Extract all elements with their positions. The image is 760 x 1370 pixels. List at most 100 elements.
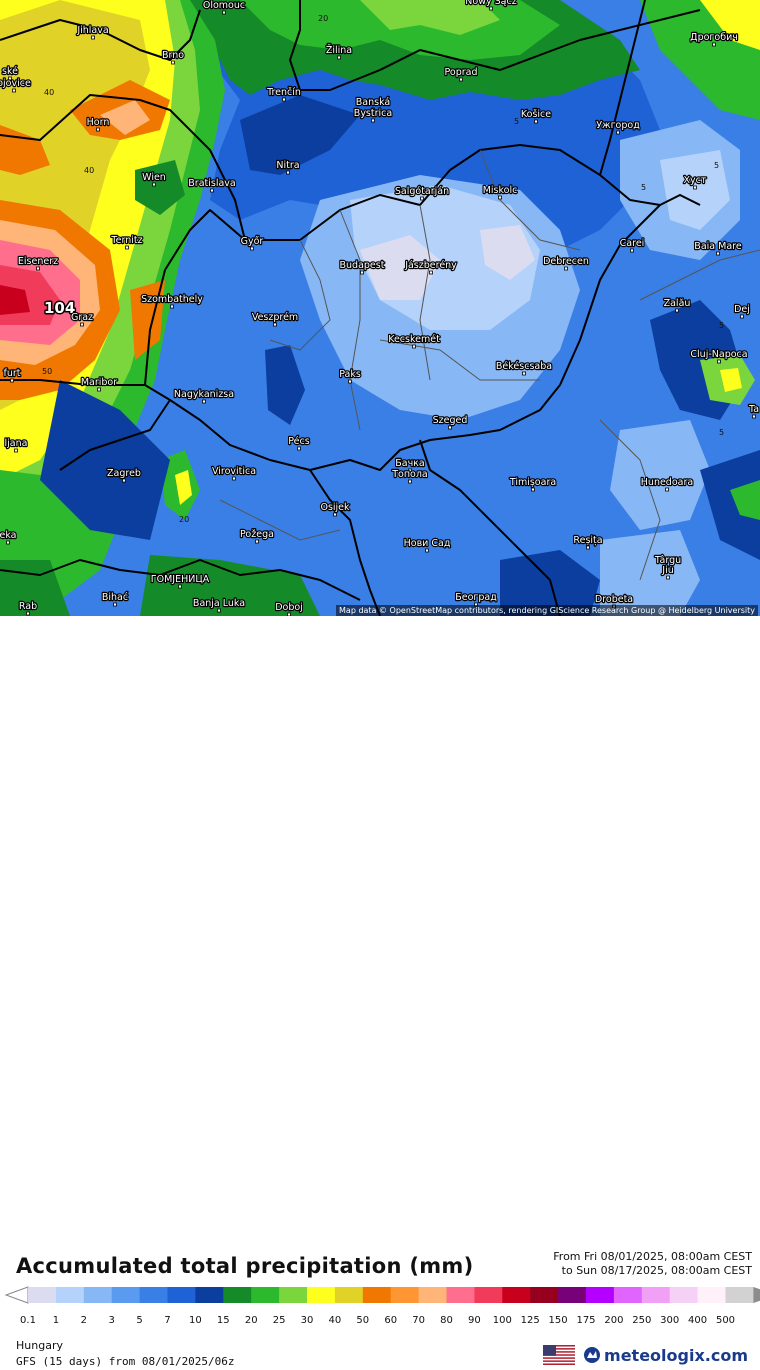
legend-tick-label: 40 — [329, 1315, 342, 1326]
city-dot — [675, 308, 679, 313]
precip-field-50mm-sw — [130, 280, 165, 360]
border-slovenia — [0, 379, 145, 386]
city-label: Carei — [620, 238, 645, 249]
city-label: ljana — [5, 438, 28, 449]
city-marker: Szombathely — [140, 293, 204, 309]
city-label: ské — [2, 66, 18, 77]
contour-label: 20 — [179, 515, 189, 524]
city-label: Jihlava — [76, 25, 108, 36]
legend-tick-label: 5 — [136, 1315, 142, 1326]
city-marker: Zalău — [662, 297, 692, 313]
legend-bin — [251, 1287, 280, 1303]
legend-tick-label: 125 — [521, 1315, 540, 1326]
city-label: ГОМЈЕНИЦА — [151, 574, 210, 585]
city-label: Zalău — [664, 298, 691, 309]
legend-tick-label: 200 — [604, 1315, 623, 1326]
city-marker: Carei — [618, 237, 646, 253]
city-label: Kecskemét — [388, 334, 440, 345]
legend-tick-label: 80 — [440, 1315, 453, 1326]
meteologix-logo[interactable]: meteologix.com — [583, 1346, 748, 1365]
city-dot — [337, 55, 341, 60]
city-marker: Bratislava — [187, 177, 237, 193]
brand: meteologix.com — [543, 1345, 748, 1365]
precip-field-2mm-south — [600, 530, 700, 616]
city-marker: Cluj-Napoca — [689, 348, 749, 364]
city-marker: Jiu — [660, 564, 675, 580]
forecast-meta: Hungary GFS (15 days) from 08/01/2025/06… — [16, 1338, 235, 1370]
legend-bin — [55, 1287, 85, 1303]
city-marker: Banja Luka — [192, 597, 246, 613]
city-label: Győr — [241, 236, 264, 247]
city-dot — [222, 10, 226, 15]
legend-tick-label: 400 — [688, 1315, 707, 1326]
border-poland — [289, 0, 701, 91]
city-marker: Žilina — [325, 43, 353, 60]
city-marker: ljana — [3, 437, 29, 453]
city-dot — [531, 487, 535, 492]
max-precip-value: 104 — [44, 299, 75, 317]
admin-border-4 — [269, 239, 331, 351]
legend-tick-label: 3 — [109, 1315, 115, 1326]
city-dot — [348, 379, 352, 384]
admin-border-7 — [599, 419, 661, 581]
legend-tick-label: 10 — [189, 1315, 202, 1326]
city-label: Požega — [240, 529, 274, 540]
city-dot — [489, 6, 493, 11]
city-dot — [171, 60, 175, 65]
legend-tick-label: 90 — [468, 1315, 481, 1326]
border-bosnia — [0, 559, 361, 601]
border-north — [0, 94, 701, 241]
city-label: Eisenerz — [18, 256, 58, 267]
brand-name: meteologix.com — [604, 1345, 748, 1365]
legend-tick-label: 30 — [301, 1315, 314, 1326]
city-marker: Nagykanizsa — [173, 388, 235, 404]
precip-field-25mm-north — [360, 0, 500, 35]
precip-field-01mm-east — [480, 225, 535, 280]
legend-bin — [586, 1287, 615, 1303]
us-flag-icon[interactable] — [543, 1345, 576, 1365]
city-label: Virovitica — [212, 466, 256, 477]
city-label: Košice — [521, 109, 551, 120]
city-marker: ГОМЈЕНИЦА — [150, 573, 211, 589]
city-dot — [586, 545, 590, 550]
map-canvas[interactable]: 20 40 40 5 5 5 5 50 20 5 104 Olomouc Nowy… — [0, 0, 760, 616]
legend-tick-label: 15 — [217, 1315, 230, 1326]
city-dot — [752, 414, 756, 419]
city-label: Paks — [339, 369, 361, 380]
city-marker: Doboj — [274, 601, 304, 616]
city-dot — [91, 35, 95, 40]
city-label: Timișoara — [509, 477, 556, 488]
legend-bin — [474, 1287, 503, 1303]
legend-bin — [669, 1287, 698, 1303]
precip-field-10mm-north — [240, 95, 360, 175]
legend-bin — [530, 1287, 559, 1303]
city-marker: Salgótarján — [394, 185, 450, 201]
city-marker: Târgu — [653, 554, 682, 570]
map-attribution[interactable]: Map data © OpenStreetMap contributors, r… — [336, 605, 758, 616]
legend-bin — [139, 1287, 168, 1303]
legend-arrow-high — [753, 1287, 760, 1303]
city-label: Дрогобич — [690, 32, 738, 43]
city-dot — [459, 77, 463, 82]
city-dot — [122, 478, 126, 483]
city-label: Târgu — [654, 555, 681, 566]
contour-label: 5 — [714, 161, 719, 170]
precipitation-map[interactable]: 20 40 40 5 5 5 5 50 20 5 104 Olomouc Nowy… — [0, 0, 760, 616]
city-label: Szombathely — [141, 294, 203, 305]
city-label: Nowy Sącz — [465, 0, 516, 7]
city-label: Београд — [455, 592, 497, 603]
city-label: Ужгород — [596, 120, 640, 131]
city-dot — [152, 182, 156, 187]
legend-bin — [111, 1287, 140, 1303]
city-dot — [8, 76, 12, 81]
city-dot — [716, 251, 720, 256]
city-marker: Wien — [141, 171, 167, 187]
legend-bin — [502, 1287, 531, 1303]
admin-borders — [219, 149, 760, 581]
contour-label: 5 — [641, 183, 646, 192]
city-marker: Nowy Sącz — [464, 0, 518, 11]
city-dot — [630, 248, 634, 253]
city-label: Бачка — [395, 458, 425, 469]
legend-tick-label: 7 — [164, 1315, 170, 1326]
contour-label: 5 — [514, 117, 519, 126]
